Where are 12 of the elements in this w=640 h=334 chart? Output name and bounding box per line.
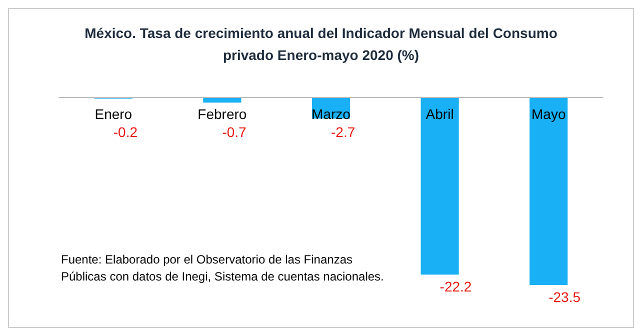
x-tick-label: Enero (94, 106, 132, 122)
data-label: -2.7 (331, 124, 356, 140)
x-tick-label: Mayo (531, 106, 566, 122)
annotation: Fuente: Elaborado por el Observatorio de las Finanzas Públicas con datos de Inegi, Sistema de cuentas nacionales. (61, 252, 384, 284)
x-tick-label: Marzo (312, 106, 351, 122)
chart-title: México. Tasa de crecimiento anual del Indicador Mensual del Consumo privado Enero-mayo 2020 (%) (84, 25, 558, 63)
data-label: -0.7 (222, 124, 247, 140)
data-label: -0.2 (113, 124, 138, 140)
x-tick-label: Abril (426, 106, 454, 122)
x-tick-label: Febrero (198, 106, 247, 122)
data-label: -22.2 (440, 278, 472, 295)
data-label: -23.5 (548, 289, 581, 305)
